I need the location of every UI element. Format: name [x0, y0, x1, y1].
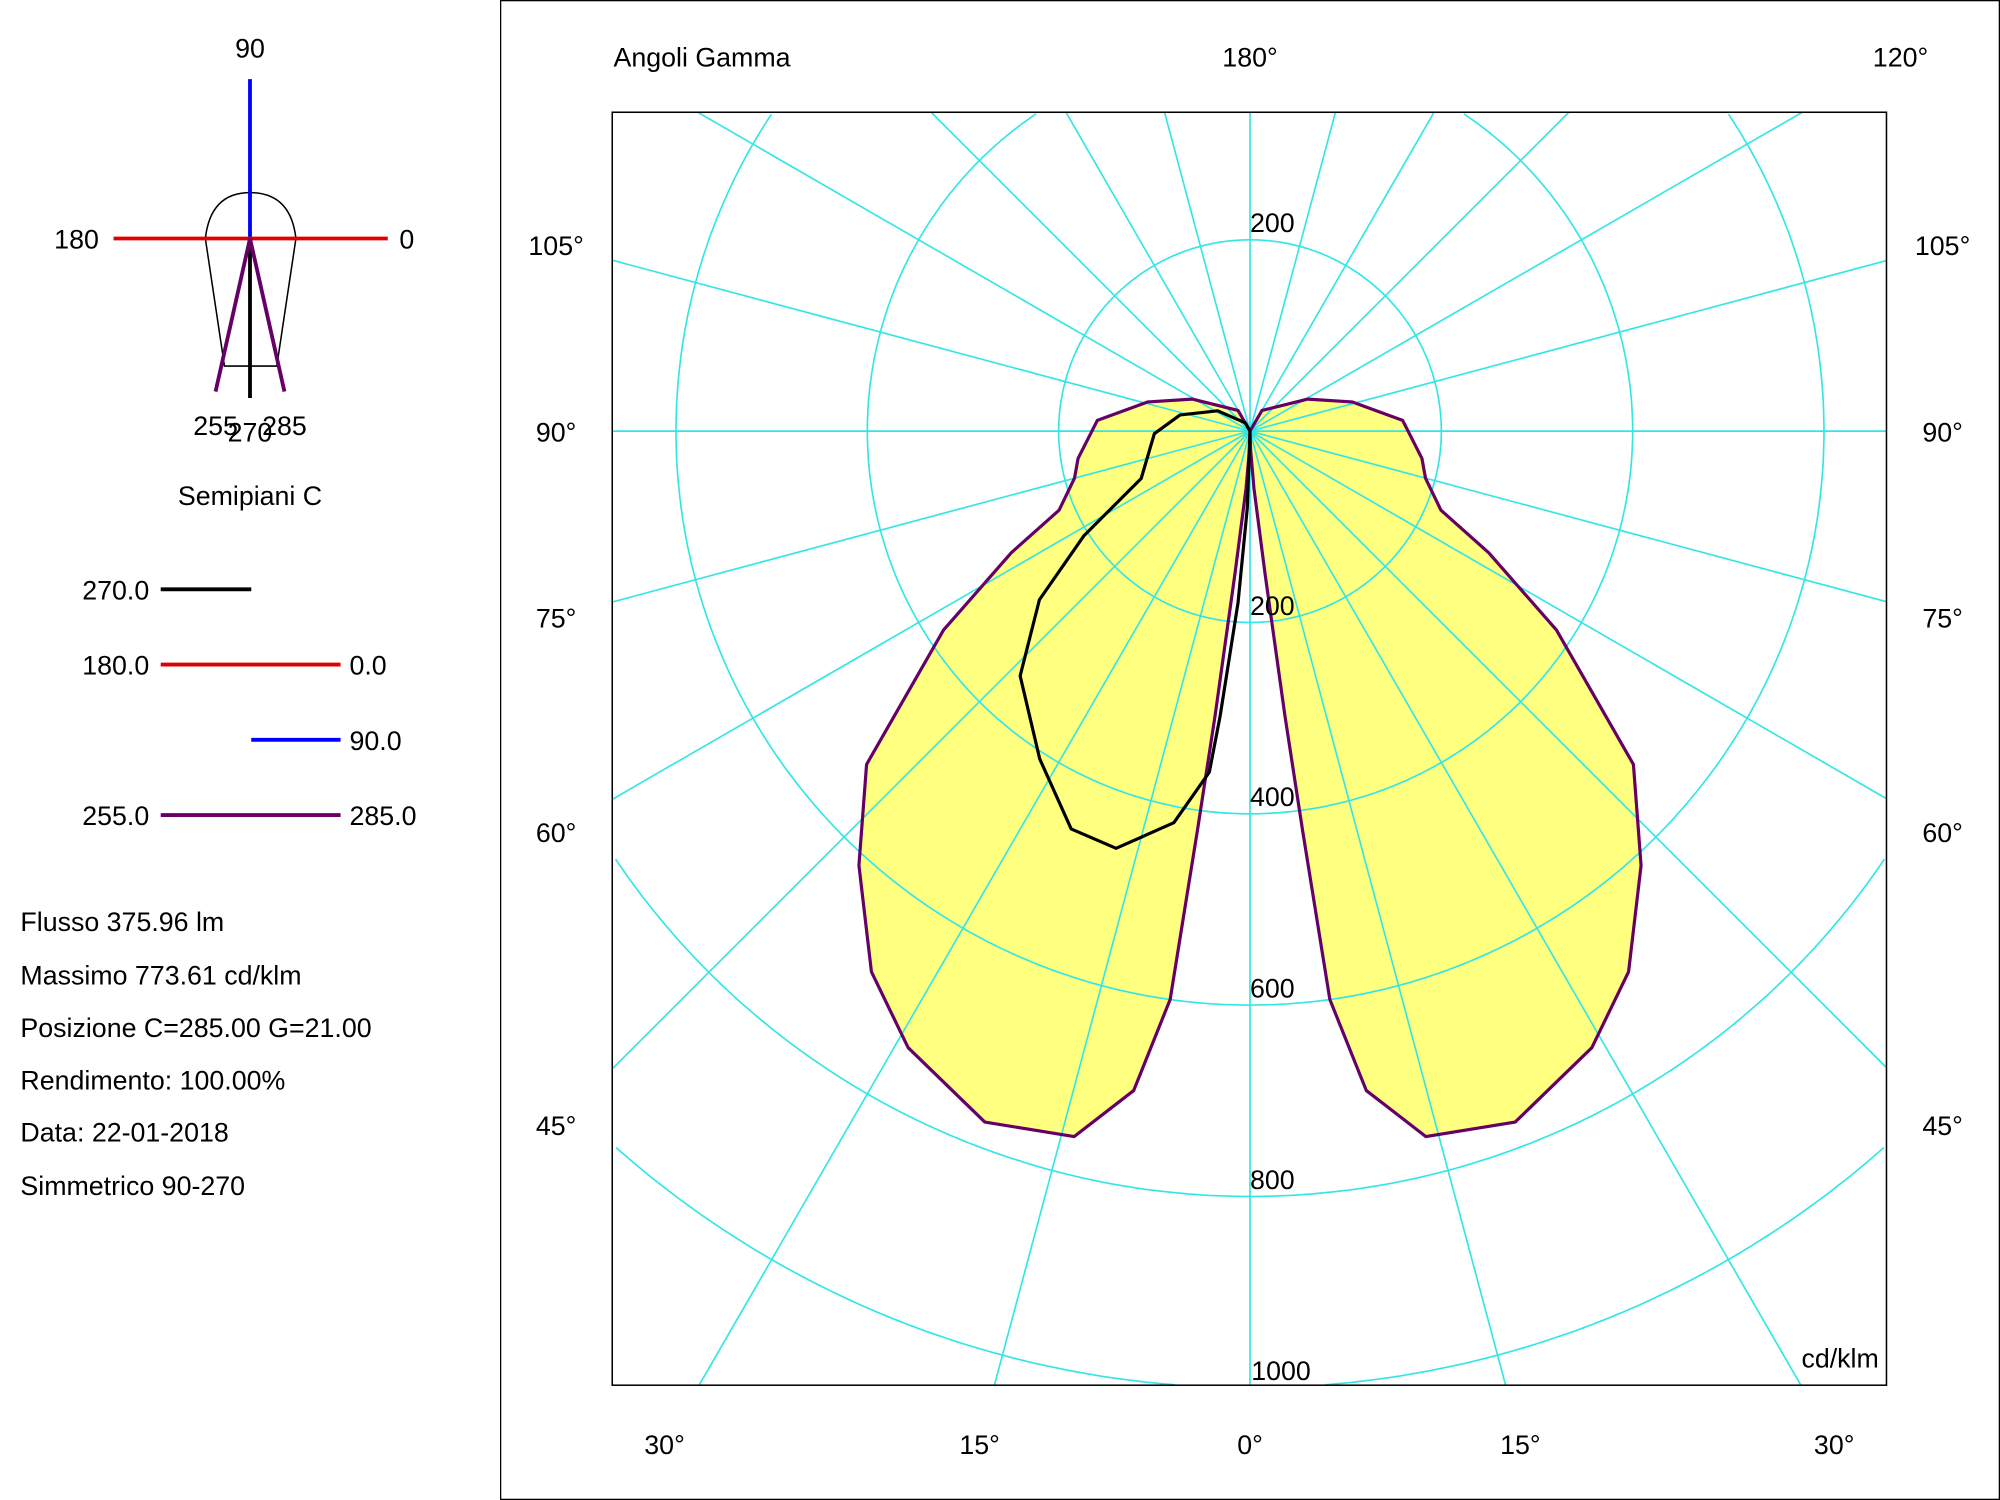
grid-ring [866, 113, 1634, 815]
grid-radial-line [612, 259, 1251, 432]
top-label-title: Angoli Gamma [614, 42, 791, 72]
info-date: Data: 22-01-2018 [20, 1118, 228, 1148]
grid-radial-line [1249, 111, 1803, 432]
grid-radial-line [1163, 112, 1251, 432]
ring-label-800: 800 [1250, 1165, 1295, 1195]
left-label-75: 75° [536, 604, 576, 634]
legend-label-right: 285.0 [349, 801, 416, 831]
bottom-label-30-right: 30° [1814, 1430, 1854, 1460]
right-label-75: 75° [1922, 604, 1962, 634]
polar-plot: Angoli Gamma 180° 120° 105° 90° 75° 60° … [528, 42, 1970, 1460]
label-90: 90 [235, 33, 265, 63]
grid-radial-line [1249, 430, 1507, 1386]
legend-label-right: 90.0 [349, 726, 401, 756]
grid-radial-line [612, 430, 1251, 603]
grid-radial-line [698, 430, 1251, 1386]
grid-ring [675, 113, 1825, 1006]
top-label-180: 180° [1222, 42, 1277, 72]
left-label-105: 105° [528, 231, 583, 261]
grid-ring [614, 858, 1886, 1198]
grid-radial-line [993, 430, 1251, 1386]
grid-radial-line [1249, 430, 1802, 1386]
legend-label-right: 0.0 [349, 651, 386, 681]
info-max: Massimo 773.61 cd/klm [20, 961, 301, 991]
grid-radial-line [1065, 111, 1251, 432]
grid-radial-line [611, 430, 1251, 1070]
grid-radial-line [1249, 111, 1435, 432]
info-block: Flusso 375.96 lm Massimo 773.61 cd/klm P… [20, 907, 371, 1201]
legend-label-left: 180.0 [82, 651, 149, 681]
ring-label-400: 400 [1250, 782, 1295, 812]
grid-radial-line [930, 111, 1251, 432]
bottom-label-30-left: 30° [644, 1430, 684, 1460]
left-label-60: 60° [536, 818, 576, 848]
legend: 270.0 180.0 0.0 90.0 255.0 285.0 [82, 575, 416, 831]
legend-label-left: 255.0 [82, 801, 149, 831]
ring-label-200-upper: 200 [1250, 208, 1295, 238]
info-efficiency: Rendimento: 100.00% [20, 1065, 285, 1095]
grid-radial-line [1249, 430, 1887, 800]
label-285: 285 [262, 411, 307, 441]
grid-radial-line [1249, 259, 1887, 432]
chart-panel-border [500, 0, 2000, 1500]
info-flux: Flusso 375.96 lm [20, 907, 224, 937]
intensity-fill [858, 399, 1642, 1137]
label-255: 255 [193, 411, 238, 441]
intensity-curve-270-0 [1018, 409, 1252, 850]
c-planes-diagram: 90 180 0 255 270 285 Semipiani C [54, 33, 414, 511]
label-0: 0 [399, 225, 414, 255]
info-position: Posizione C=285.00 G=21.00 [20, 1013, 371, 1043]
right-label-90: 90° [1922, 417, 1962, 447]
label-180: 180 [54, 225, 99, 255]
grid-radial-line [1249, 111, 1570, 432]
bottom-label-15-left: 15° [959, 1430, 999, 1460]
bottom-label-0: 0° [1237, 1430, 1263, 1460]
grid-radial-line [1249, 112, 1337, 432]
top-label-120: 120° [1873, 42, 1928, 72]
grid-radial-line [697, 111, 1251, 432]
legend-label-left: 270.0 [82, 575, 149, 605]
right-label-60: 60° [1922, 818, 1962, 848]
plane-285-line [248, 238, 287, 393]
info-symmetry: Simmetrico 90-270 [20, 1171, 245, 1201]
grid-radial-line [1249, 430, 1888, 1069]
grid-radial-line [611, 430, 1251, 801]
grid-radial-line [1249, 430, 1887, 603]
unit-label: cd/klm [1801, 1343, 1878, 1373]
ring-label-600: 600 [1250, 973, 1295, 1003]
bottom-label-15-right: 15° [1500, 1430, 1540, 1460]
right-label-45: 45° [1922, 1111, 1962, 1141]
ring-label-1000: 1000 [1251, 1356, 1311, 1386]
label-270: 270 [228, 417, 273, 447]
right-label-105: 105° [1915, 231, 1970, 261]
left-label-90: 90° [536, 417, 576, 447]
diagram-title: Semipiani C [178, 481, 322, 511]
plane-255-line [213, 238, 252, 393]
grid-ring [615, 1146, 1885, 1386]
left-label-45: 45° [536, 1111, 576, 1141]
plot-frame [611, 111, 1888, 1386]
ring-label-200: 200 [1250, 591, 1295, 621]
